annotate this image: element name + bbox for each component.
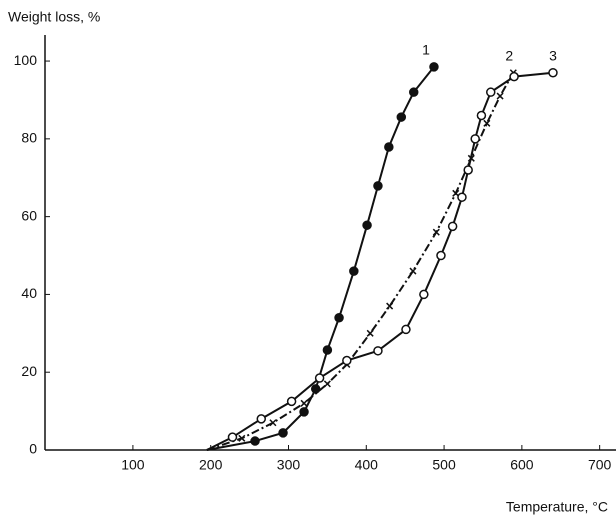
- y-axis-label: Weight loss, %: [8, 9, 100, 25]
- marker: [419, 289, 429, 300]
- marker: [509, 71, 519, 82]
- x-tick-label: 100: [121, 457, 145, 473]
- marker: [476, 110, 487, 121]
- marker: [349, 266, 359, 276]
- marker: [269, 419, 277, 427]
- y-tick-label: 80: [21, 130, 37, 146]
- marker: [470, 134, 480, 144]
- marker: [256, 414, 267, 424]
- marker: [342, 355, 352, 366]
- series-label: 3: [549, 47, 557, 63]
- marker: [373, 346, 383, 356]
- marker: [436, 250, 446, 261]
- marker: [447, 221, 458, 232]
- marker: [486, 87, 496, 97]
- marker: [548, 67, 558, 78]
- series-line: [206, 66, 435, 451]
- x-axis-label: Temperature, °C: [506, 499, 608, 515]
- marker: [483, 119, 491, 127]
- marker: [323, 380, 331, 388]
- marker: [300, 399, 308, 407]
- marker: [386, 302, 394, 310]
- x-tick-label: 300: [277, 457, 301, 473]
- x-tick-label: 600: [510, 457, 534, 473]
- x-tick-label: 200: [199, 457, 223, 473]
- marker: [310, 384, 321, 394]
- y-tick-label: 20: [21, 363, 37, 379]
- marker: [322, 345, 333, 355]
- marker: [384, 142, 394, 152]
- marker: [227, 432, 238, 442]
- series-label: 1: [422, 42, 430, 58]
- marker: [299, 407, 309, 417]
- marker: [286, 396, 297, 407]
- marker: [250, 436, 260, 446]
- marker: [366, 329, 374, 337]
- series-label: 2: [505, 47, 513, 63]
- marker: [457, 192, 467, 202]
- y-tick-label: 100: [14, 52, 38, 68]
- marker: [496, 92, 504, 100]
- marker: [396, 112, 407, 122]
- marker: [373, 181, 383, 191]
- marker: [314, 373, 325, 383]
- series-line: [206, 71, 554, 451]
- marker: [409, 267, 417, 275]
- x-tick-label: 500: [432, 457, 456, 473]
- marker: [408, 87, 419, 97]
- marker: [463, 165, 473, 175]
- marker: [432, 228, 440, 236]
- y-tick-label: 40: [21, 285, 37, 301]
- x-tick-label: 400: [355, 457, 379, 473]
- y-tick-label: 60: [21, 207, 37, 223]
- x-tick-label: 700: [588, 457, 612, 473]
- marker: [278, 428, 288, 438]
- marker: [362, 220, 372, 230]
- marker: [401, 324, 411, 335]
- y-tick-label: 0: [29, 441, 37, 457]
- marker: [429, 62, 439, 72]
- series-line: [206, 72, 515, 451]
- marker: [238, 434, 246, 442]
- marker: [334, 313, 344, 323]
